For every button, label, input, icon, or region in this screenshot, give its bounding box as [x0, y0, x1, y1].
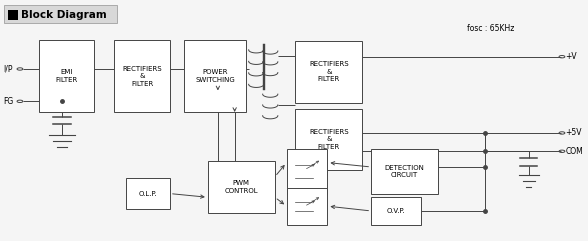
Text: COM: COM	[566, 147, 583, 156]
Text: O.L.P.: O.L.P.	[139, 191, 158, 197]
Text: +V: +V	[566, 52, 577, 61]
Text: I/P: I/P	[4, 65, 13, 74]
FancyBboxPatch shape	[371, 197, 421, 225]
Text: RECTIFIERS
&
FILTER: RECTIFIERS & FILTER	[309, 128, 349, 150]
FancyBboxPatch shape	[286, 187, 328, 225]
Text: RECTIFIERS
&
FILTER: RECTIFIERS & FILTER	[309, 61, 349, 82]
FancyBboxPatch shape	[295, 108, 362, 170]
FancyBboxPatch shape	[208, 161, 275, 213]
Text: +5V: +5V	[566, 128, 582, 137]
Text: POWER
SWITCHING: POWER SWITCHING	[195, 69, 235, 83]
FancyBboxPatch shape	[126, 178, 170, 209]
Text: fosc : 65KHz: fosc : 65KHz	[467, 24, 515, 33]
Text: Block Diagram: Block Diagram	[21, 10, 107, 20]
FancyBboxPatch shape	[295, 41, 362, 102]
FancyBboxPatch shape	[371, 149, 438, 194]
Text: DETECTION
CIRCUIT: DETECTION CIRCUIT	[385, 165, 425, 178]
FancyBboxPatch shape	[39, 40, 94, 112]
FancyBboxPatch shape	[8, 10, 18, 20]
Text: FG: FG	[4, 97, 14, 106]
FancyBboxPatch shape	[185, 40, 246, 112]
FancyBboxPatch shape	[115, 40, 170, 112]
FancyBboxPatch shape	[4, 6, 118, 23]
Text: RECTIFIERS
&
FILTER: RECTIFIERS & FILTER	[122, 66, 162, 87]
Text: O.V.P.: O.V.P.	[386, 208, 405, 214]
Text: PWM
CONTROL: PWM CONTROL	[225, 180, 258, 194]
FancyBboxPatch shape	[286, 149, 328, 194]
Text: EMI
FILTER: EMI FILTER	[55, 69, 78, 83]
